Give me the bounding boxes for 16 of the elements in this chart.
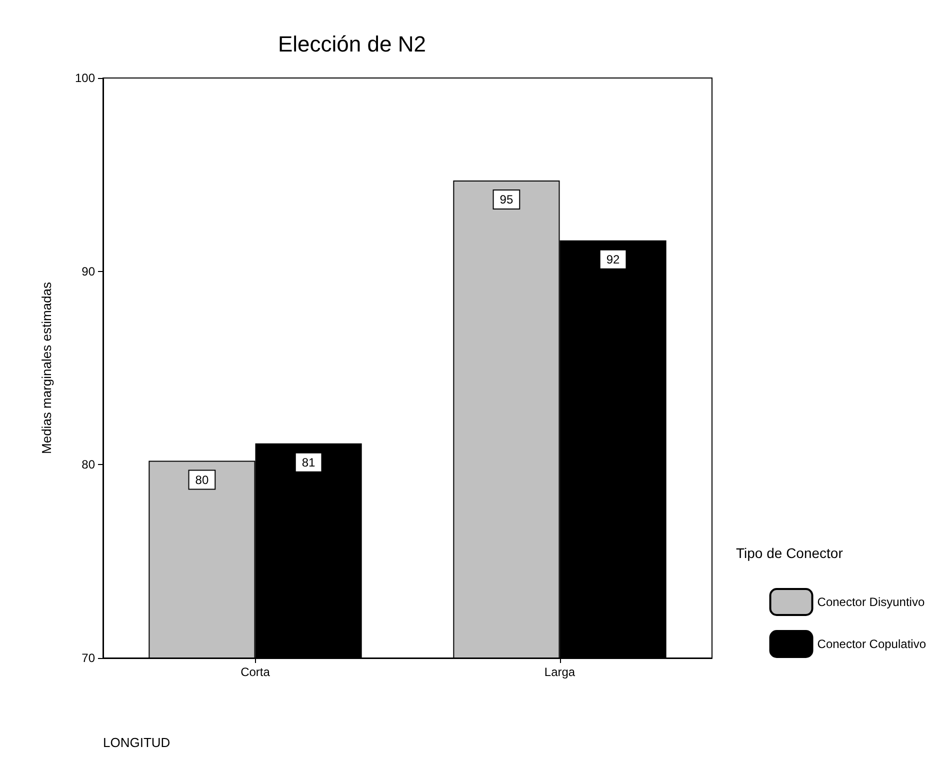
data-label: 81 bbox=[302, 455, 316, 470]
y-tick-label: 70 bbox=[82, 651, 96, 665]
data-label: 80 bbox=[195, 472, 209, 487]
legend-label: Conector Copulativo bbox=[817, 637, 926, 651]
y-tick-label: 100 bbox=[74, 71, 96, 85]
y-tick-label: 90 bbox=[82, 264, 96, 278]
y-axis-title: Medias marginales estimadas bbox=[39, 282, 54, 454]
x-tick-label: Corta bbox=[240, 665, 270, 679]
legend-title: Tipo de Conector bbox=[736, 545, 844, 561]
x-tick-label: Larga bbox=[544, 665, 576, 679]
chart-title: Elección de N2 bbox=[278, 32, 426, 56]
data-label: 92 bbox=[606, 252, 620, 266]
y-tick-label: 80 bbox=[82, 458, 96, 472]
data-label: 95 bbox=[500, 192, 514, 206]
x-axis-title: LONGITUD bbox=[103, 735, 170, 750]
legend-label: Conector Disyuntivo bbox=[817, 595, 925, 609]
